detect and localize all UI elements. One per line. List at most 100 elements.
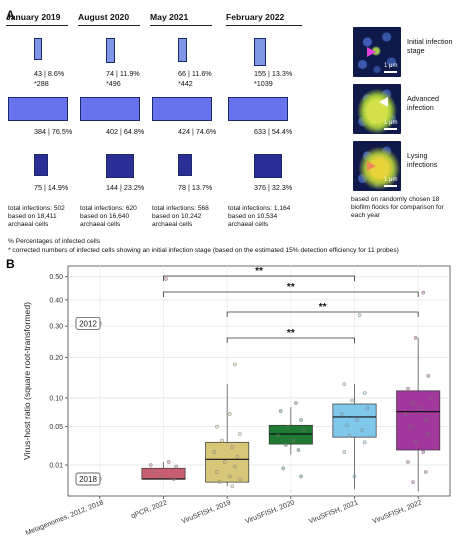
infection-count-label: 75 | 14.9% [34, 183, 69, 192]
header-rule [6, 25, 68, 26]
data-point [215, 470, 219, 474]
data-point [423, 418, 428, 422]
data-point [342, 382, 347, 387]
micrograph-caption: Lysing infections [407, 151, 437, 169]
data-point [238, 432, 242, 436]
corrected-count-label: *442 [178, 79, 193, 88]
caption-line: infections [407, 160, 438, 169]
y-tick-label: 0.40 [49, 297, 63, 304]
year-header: August 2020 [78, 12, 130, 22]
infection-square [8, 97, 68, 121]
scale-bar-label: 1 μm [384, 63, 398, 69]
total-line: archaeal cells [228, 221, 269, 229]
data-point [222, 460, 227, 464]
data-point [159, 474, 163, 479]
infection-count-label: 144 | 23.2% [106, 183, 145, 192]
note-line: based on randomly chosen 18 [351, 196, 440, 203]
data-point [339, 412, 344, 416]
data-point [166, 460, 171, 464]
y-tick-label: 0.05 [49, 424, 63, 431]
infection-square [228, 97, 288, 121]
y-tick-label: 0.20 [49, 355, 63, 362]
data-point [148, 463, 153, 467]
year-header: May 2021 [150, 12, 189, 22]
header-rule [150, 25, 212, 26]
x-tick-label: ViruSFISH, 2022 [372, 499, 423, 525]
infection-count-label: 74 | 11.9% [106, 69, 140, 78]
data-point [426, 374, 431, 378]
data-point [227, 474, 232, 479]
x-tick-label: Metagenomes, 2012, 2018 [25, 499, 105, 537]
infection-count-label: 78 | 13.7% [178, 183, 213, 192]
micrograph-image: 1 μm [353, 84, 401, 134]
data-point [217, 480, 222, 484]
arrow-icon [367, 47, 376, 57]
data-point [413, 440, 418, 445]
note-line: each year [351, 212, 380, 220]
data-point [403, 412, 408, 416]
data-point [411, 401, 415, 405]
data-point [355, 418, 359, 422]
caption-line: stage [407, 46, 425, 55]
year-label: 2018 [79, 475, 97, 484]
x-tick-label: qPCR, 2022 [130, 499, 168, 520]
significance-bracket [226, 311, 419, 317]
total-line: based on 18,411 [8, 213, 57, 221]
total-infections-text: total infections: 620 based on 16,640 arch… [80, 205, 137, 230]
footnote-corrected: * corrected numbers of infected cells sh… [8, 247, 399, 254]
data-point [411, 480, 415, 484]
significance-bracket [226, 337, 355, 343]
data-point [238, 477, 242, 481]
footnote-percent: % Percentages of infected cells [8, 238, 100, 245]
data-point [360, 428, 364, 433]
y-tick-label: 0.30 [49, 324, 63, 331]
significance-bracket [163, 291, 419, 297]
data-point [418, 406, 423, 411]
significance-label: ** [287, 328, 295, 339]
total-line: archaeal cells [8, 221, 49, 229]
arrow-icon [367, 161, 376, 171]
data-point [299, 474, 303, 479]
total-line: based on 10,242 [152, 213, 202, 221]
infection-square [254, 38, 266, 66]
significance-bracket [163, 275, 355, 281]
scale-bar [384, 71, 397, 73]
total-line: total infections: 620 [80, 205, 137, 212]
micrograph-note: based on randomly chosen 18 biofilm flock… [351, 196, 444, 221]
data-point [281, 466, 286, 471]
significance-label: ** [319, 302, 327, 313]
data-point [291, 438, 296, 443]
year-label-box [75, 316, 101, 330]
data-point [278, 409, 283, 413]
infection-count-label: 424 | 74.6% [178, 127, 217, 136]
micrograph-caption: Advanced infection [407, 94, 439, 112]
header-rule [226, 25, 302, 26]
plot-frame [67, 265, 451, 497]
infection-square [80, 97, 140, 121]
infection-square [152, 97, 212, 121]
year-label-box [75, 472, 101, 486]
data-point [230, 445, 235, 449]
caption-line: Lysing [407, 151, 428, 160]
data-point [352, 474, 357, 479]
data-point [174, 464, 179, 469]
x-tick-label: ViruSFISH, 2020 [244, 499, 295, 525]
y-tick-label: 0.01 [49, 462, 63, 469]
year-header: January 2019 [6, 12, 61, 22]
data-point [151, 470, 156, 474]
data-point [362, 391, 367, 395]
corrected-count-label: *288 [34, 79, 49, 88]
scale-bar [384, 185, 397, 187]
box [332, 403, 377, 438]
data-point [286, 424, 291, 429]
corrected-count-label: *1039 [254, 79, 273, 88]
data-point [294, 401, 298, 405]
micrograph-caption: Initial infection stage [407, 37, 453, 55]
data-point [212, 450, 217, 454]
total-line: based on 16,640 [80, 213, 130, 221]
data-point [232, 362, 237, 367]
infection-count-label: 43 | 8.6% [34, 69, 65, 78]
box [205, 441, 250, 483]
note-line: biofilm flocks for comparison for [351, 204, 444, 212]
infection-count-label: 66 | 11.6% [178, 69, 212, 78]
